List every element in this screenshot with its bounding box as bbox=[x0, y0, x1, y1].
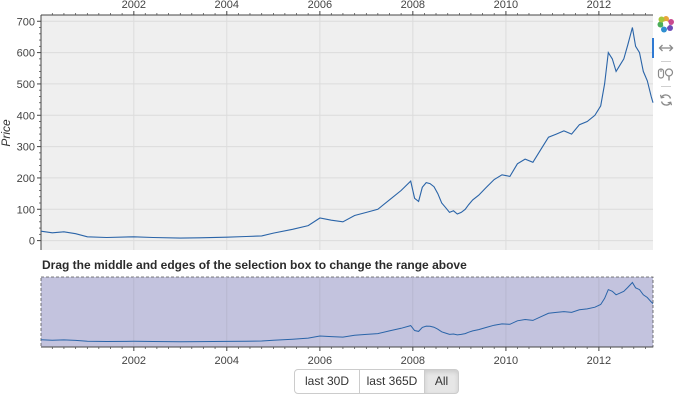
y-tick-label: 700 bbox=[17, 16, 35, 28]
range-x-axis: 2002 2004 2006 2008 2010 2012 bbox=[41, 346, 653, 367]
all-button[interactable]: All bbox=[424, 369, 459, 394]
range-x-tick-label: 2006 bbox=[308, 355, 332, 367]
y-tick-label: 0 bbox=[29, 236, 35, 248]
x-pan-icon[interactable] bbox=[656, 38, 676, 58]
x-tick-label: 2008 bbox=[401, 0, 425, 11]
x-tick-label: 2012 bbox=[587, 0, 611, 11]
range-selector-title: Drag the middle and edges of the selecti… bbox=[42, 258, 467, 272]
y-tick-label: 500 bbox=[17, 79, 35, 91]
toolbar-divider bbox=[661, 61, 671, 62]
x-wheel-zoom-icon[interactable] bbox=[656, 64, 676, 84]
bokeh-logo-icon[interactable] bbox=[656, 14, 676, 34]
y-tick-label: 100 bbox=[17, 204, 35, 216]
main-y-axis: 0 100 200 300 400 500 600 700 bbox=[17, 15, 42, 250]
range-x-tick-label: 2002 bbox=[122, 355, 146, 367]
main-grid bbox=[41, 15, 653, 250]
x-tick-label: 2002 bbox=[122, 0, 146, 11]
active-tool-indicator bbox=[652, 38, 654, 58]
last-365d-button[interactable]: last 365D bbox=[359, 369, 425, 394]
y-tick-label: 200 bbox=[17, 173, 35, 185]
range-button-group: last 30D last 365D All bbox=[294, 369, 459, 394]
range-grid bbox=[133, 277, 600, 347]
x-tick-label: 2006 bbox=[308, 0, 332, 11]
range-selection-box[interactable] bbox=[40, 276, 654, 348]
x-tick-label: 2010 bbox=[494, 0, 518, 11]
range-x-tick-label: 2008 bbox=[401, 355, 425, 367]
x-tick-label: 2004 bbox=[215, 0, 239, 11]
y-tick-label: 600 bbox=[17, 48, 35, 60]
range-price-line bbox=[40, 281, 654, 343]
price-line bbox=[40, 27, 654, 239]
toolbar-divider bbox=[661, 86, 671, 87]
main-plot-area[interactable] bbox=[41, 15, 653, 250]
range-selector-chart[interactable]: 2002 2004 2006 2008 2010 2012 bbox=[0, 270, 690, 370]
y-tick-label: 300 bbox=[17, 142, 35, 154]
last-30d-button[interactable]: last 30D bbox=[294, 369, 360, 394]
y-axis-label: Price bbox=[0, 119, 13, 147]
range-x-tick-label: 2010 bbox=[494, 355, 518, 367]
reset-icon[interactable] bbox=[656, 90, 676, 110]
range-x-tick-label: 2004 bbox=[215, 355, 239, 367]
y-tick-label: 400 bbox=[17, 110, 35, 122]
main-x-axis-top: 2002 2004 2006 2008 2010 2012 bbox=[41, 0, 653, 16]
range-x-tick-label: 2012 bbox=[587, 355, 611, 367]
